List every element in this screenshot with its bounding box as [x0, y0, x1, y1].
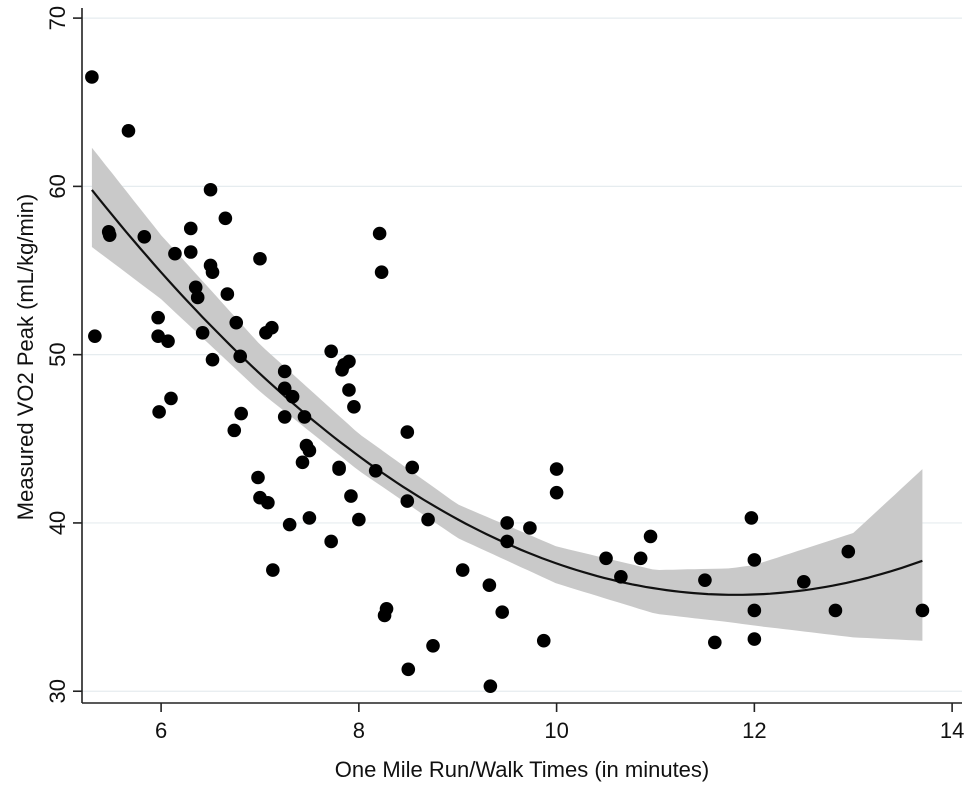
data-point-22 [220, 287, 235, 301]
data-point-63 [405, 460, 420, 475]
data-point-56 [372, 226, 387, 241]
data-point-60 [400, 425, 415, 439]
data-point-12 [183, 221, 198, 236]
points-layer [85, 70, 930, 693]
x-axis-label: One Mile Run/Walk Times (in minutes) [335, 757, 710, 782]
data-point-74 [549, 462, 564, 476]
data-point-8 [152, 405, 166, 419]
y-tick-label-40: 40 [45, 511, 70, 535]
data-point-4 [121, 124, 136, 138]
data-point-11 [168, 246, 182, 261]
data-point-78 [633, 551, 648, 566]
data-point-20 [205, 352, 220, 367]
data-point-77 [614, 569, 628, 584]
data-point-68 [483, 679, 498, 693]
data-point-80 [698, 573, 712, 587]
data-point-24 [229, 315, 244, 330]
data-point-55 [368, 463, 383, 478]
data-point-23 [227, 423, 242, 438]
data-point-40 [297, 410, 312, 424]
data-point-28 [253, 251, 267, 266]
data-point-66 [455, 563, 470, 577]
data-point-42 [302, 443, 317, 458]
data-point-14 [188, 280, 203, 295]
data-point-69 [495, 605, 510, 619]
data-point-52 [344, 489, 358, 503]
data-point-32 [265, 320, 279, 335]
x-tick-label-14: 14 [940, 718, 964, 743]
y-tick-label-30: 30 [45, 679, 70, 703]
data-point-19 [205, 265, 220, 280]
data-point-83 [747, 553, 762, 567]
data-point-47 [332, 462, 346, 476]
data-point-16 [195, 325, 210, 340]
data-point-10 [164, 391, 178, 406]
y-tick-label-60: 60 [45, 174, 70, 198]
data-point-71 [500, 534, 514, 549]
data-point-73 [536, 633, 551, 648]
data-point-87 [828, 603, 843, 618]
x-tick-label-12: 12 [742, 718, 766, 743]
data-point-35 [277, 364, 292, 379]
data-point-59 [379, 601, 394, 616]
data-point-51 [342, 383, 356, 397]
confidence-band [91, 147, 923, 641]
data-point-79 [643, 529, 658, 544]
data-point-76 [599, 551, 613, 566]
data-point-5 [137, 230, 152, 244]
data-point-1 [88, 329, 102, 343]
data-point-38 [285, 389, 300, 404]
data-point-72 [523, 521, 537, 535]
data-point-84 [747, 603, 762, 618]
data-point-36 [277, 410, 292, 424]
data-point-86 [796, 575, 811, 589]
data-point-27 [251, 470, 265, 485]
data-point-9 [161, 334, 175, 348]
data-point-85 [747, 632, 762, 646]
data-point-39 [295, 455, 310, 470]
data-point-0 [85, 70, 99, 84]
data-point-44 [324, 344, 338, 359]
data-point-57 [374, 265, 389, 280]
data-point-88 [841, 544, 856, 559]
data-point-37 [282, 517, 297, 532]
data-point-17 [203, 182, 218, 197]
data-point-81 [708, 635, 722, 650]
data-point-54 [352, 512, 366, 527]
y-axis-label: Measured VO2 Peak (mL/kg/min) [13, 194, 38, 520]
y-tick-label-50: 50 [45, 342, 70, 366]
data-point-67 [482, 578, 497, 593]
x-tick-label-6: 6 [155, 718, 167, 743]
data-point-70 [500, 516, 514, 530]
data-point-82 [744, 511, 759, 525]
data-point-50 [342, 354, 356, 369]
data-point-61 [400, 494, 415, 508]
data-point-13 [183, 245, 198, 259]
y-tick-label-70: 70 [45, 6, 70, 30]
data-point-6 [151, 310, 165, 325]
x-tick-label-10: 10 [544, 718, 568, 743]
data-point-25 [233, 349, 248, 364]
data-point-3 [102, 228, 117, 242]
data-point-45 [324, 534, 338, 549]
data-point-21 [218, 211, 233, 226]
data-point-89 [915, 603, 930, 618]
data-point-33 [266, 563, 280, 577]
data-point-53 [347, 400, 361, 414]
data-point-31 [261, 495, 275, 510]
data-point-62 [401, 662, 416, 677]
x-tick-label-8: 8 [353, 718, 365, 743]
data-point-75 [549, 485, 564, 500]
data-point-26 [234, 406, 248, 421]
data-point-43 [302, 511, 317, 525]
data-point-65 [426, 638, 440, 653]
data-point-64 [421, 512, 435, 527]
axes-layer: 6 8 10 12 14 30 40 50 60 70 [45, 6, 964, 743]
data-point-15 [190, 290, 205, 305]
